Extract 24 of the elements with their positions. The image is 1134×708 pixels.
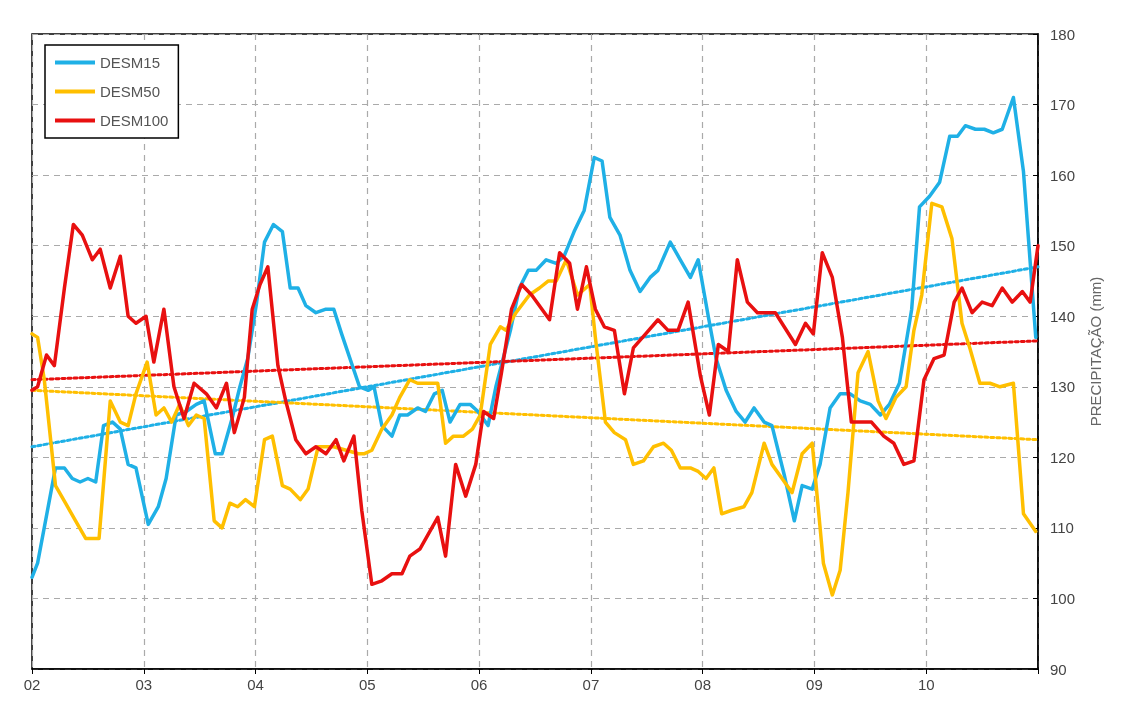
legend-label: DESM100 bbox=[100, 112, 169, 129]
legend-label: DESM15 bbox=[100, 54, 161, 71]
x-tick-label: 05 bbox=[358, 676, 376, 693]
x-tick-label: 02 bbox=[23, 676, 41, 693]
x-tick-label: 08 bbox=[694, 676, 712, 693]
y-tick-label: 150 bbox=[1050, 237, 1076, 255]
y-tick-label: 160 bbox=[1050, 166, 1076, 184]
y-tick-label: 90 bbox=[1050, 660, 1067, 678]
x-tick-label: 10 bbox=[917, 676, 935, 693]
y-tick-label: 180 bbox=[1050, 25, 1076, 43]
legend-label: DESM50 bbox=[100, 83, 161, 100]
y-axis-title: PRECIPITAÇÃO (mm) bbox=[1087, 276, 1104, 427]
x-tick-label: 06 bbox=[470, 676, 488, 693]
x-tick-label: 03 bbox=[135, 676, 153, 693]
y-tick-label: 120 bbox=[1050, 448, 1076, 466]
x-tick-label: 09 bbox=[806, 676, 823, 693]
x-tick-label: 07 bbox=[582, 676, 600, 693]
y-tick-label: 140 bbox=[1050, 307, 1076, 325]
y-tick-label: 110 bbox=[1050, 519, 1074, 537]
y-tick-label: 170 bbox=[1050, 96, 1076, 114]
x-tick-label: 04 bbox=[247, 676, 264, 693]
y-tick-label: 100 bbox=[1050, 589, 1076, 607]
line-series bbox=[30, 95, 1038, 580]
y-tick-label: 130 bbox=[1050, 378, 1076, 396]
